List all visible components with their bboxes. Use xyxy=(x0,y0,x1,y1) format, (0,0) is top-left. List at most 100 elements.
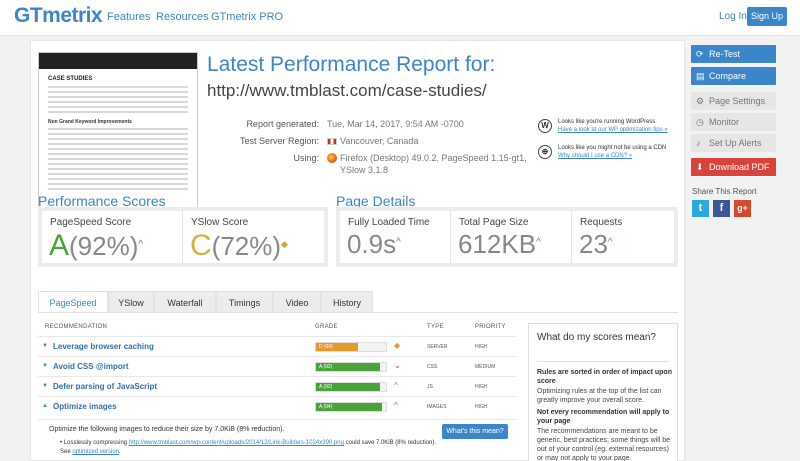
trend-up-icon: ^ xyxy=(607,237,613,248)
setup-alerts-button[interactable]: ♪ Set Up Alerts xyxy=(691,134,776,152)
monitor-button[interactable]: ◷ Monitor xyxy=(691,113,776,131)
firefox-icon xyxy=(327,153,337,163)
rule-name[interactable]: Avoid CSS @import xyxy=(53,362,129,371)
col-type: TYPE xyxy=(427,324,444,330)
rule-priority: HIGH xyxy=(475,384,488,390)
pagespeed-score-value: A(92%)^ xyxy=(49,229,144,262)
scores-explanation-card: What do my scores mean? Rules are sorted… xyxy=(528,323,678,461)
requests-cell: Requests 23^ xyxy=(572,211,674,263)
table-row[interactable]: ▼ Avoid CSS @import A (92) ⌄ CSS MEDIUM xyxy=(38,356,516,376)
collapse-caret-icon[interactable]: ▲ xyxy=(42,403,48,409)
tab-timings[interactable]: Timings xyxy=(216,291,273,313)
trend-neutral-icon: ◆ xyxy=(394,341,401,350)
nav-resources[interactable]: Resources xyxy=(156,11,209,23)
detail-see: See optimized version. xyxy=(60,449,121,455)
yslow-score-label: YSlow Score xyxy=(191,217,249,228)
page-screenshot-thumbnail: CASE STUDIES Non Grand Keyword Improveme… xyxy=(38,52,198,217)
trend-down-icon: ⌄ xyxy=(394,361,401,370)
gear-icon: ⚙ xyxy=(696,96,705,106)
using-value-2: YSlow 3.1.8 xyxy=(340,165,389,175)
tabs-divider xyxy=(38,312,678,313)
canada-flag-icon xyxy=(327,138,337,145)
rule-priority: MEDIUM xyxy=(475,364,496,370)
expand-caret-icon[interactable]: ▼ xyxy=(42,363,48,369)
trend-up-icon: ^ xyxy=(394,401,398,410)
page-size-label: Total Page Size xyxy=(459,217,529,228)
table-row[interactable]: ▼ Leverage browser caching D (60) ◆ SERV… xyxy=(38,336,516,356)
grade-bar: A (92) xyxy=(315,382,387,392)
share-title: Share This Report xyxy=(692,187,757,196)
yslow-score-value: C(72%)◆ xyxy=(190,229,288,262)
trend-up-icon: ^ xyxy=(536,237,541,248)
page-size-cell: Total Page Size 612KB^ xyxy=(451,211,572,263)
requests-label: Requests xyxy=(580,217,623,228)
grade-bar: A (92) xyxy=(315,362,387,372)
detail-text: Optimize the following images to reduce … xyxy=(49,426,285,433)
using-value: Firefox (Desktop) 49.0.2, PageSpeed 1.15… xyxy=(327,153,527,163)
tab-yslow[interactable]: YSlow xyxy=(108,291,154,313)
retest-button[interactable]: ⟳ Re-Test xyxy=(691,45,776,63)
grade-fill: D (60) xyxy=(316,343,358,351)
yslow-score-cell: YSlow Score C(72%)◆ xyxy=(183,211,324,263)
compare-icon: ▤ xyxy=(696,71,705,81)
using-label: Using: xyxy=(293,153,319,163)
explanation-text-2: The recommendations are meant to be gene… xyxy=(537,428,671,461)
page-settings-button[interactable]: ⚙ Page Settings xyxy=(691,92,776,110)
cdn-link[interactable]: Why should I use a CDN? » xyxy=(558,153,633,159)
expand-caret-icon[interactable]: ▼ xyxy=(42,383,48,389)
performance-scores-box: PageSpeed Score A(92%)^ YSlow Score C(72… xyxy=(38,207,328,267)
compare-button[interactable]: ▤ Compare xyxy=(691,67,776,85)
nav-gtmetrix-pro[interactable]: GTmetrix PRO xyxy=(211,11,284,23)
login-link[interactable]: Log In xyxy=(719,11,747,22)
page-size-value: 612KB^ xyxy=(458,229,541,259)
trend-up-icon: ^ xyxy=(394,381,398,390)
download-pdf-button[interactable]: ⬇ Download PDF xyxy=(691,158,776,176)
whats-this-mean-button[interactable]: What's this mean? xyxy=(442,424,508,439)
grade-bar: D (60) xyxy=(315,342,387,352)
optimized-version-link[interactable]: optimized version xyxy=(72,449,120,455)
twitter-icon[interactable]: t xyxy=(692,200,709,217)
wordpress-tips-link[interactable]: Have a look at our WP optimization tips … xyxy=(558,127,668,133)
page-details-title: Page Details xyxy=(336,193,416,209)
nav-features[interactable]: Features xyxy=(107,11,151,23)
google-plus-icon[interactable]: g+ xyxy=(734,200,751,217)
fully-loaded-label: Fully Loaded Time xyxy=(348,217,430,228)
grade-bar: A (94) xyxy=(315,402,387,412)
tab-video[interactable]: Video xyxy=(273,291,321,313)
grade-fill: A (92) xyxy=(316,363,381,371)
grade-fill: A (92) xyxy=(316,383,381,391)
explanation-heading-1: Rules are sorted in order of impact upon… xyxy=(537,369,672,385)
rule-name[interactable]: Leverage browser caching xyxy=(53,342,154,351)
thumbnail-header xyxy=(39,53,197,69)
rule-detail: Optimize the following images to reduce … xyxy=(38,419,516,461)
col-recommendation: RECOMMENDATION xyxy=(45,324,108,330)
rule-priority: HIGH xyxy=(475,404,488,410)
rule-priority: HIGH xyxy=(475,344,488,350)
trend-neutral-icon: ◆ xyxy=(281,239,288,249)
gtmetrix-logo[interactable]: GTmetrix xyxy=(14,4,103,27)
detail-bullet: • Losslessly compressing http://www.tmbl… xyxy=(60,440,436,446)
cdn-icon: ⊕ xyxy=(538,145,552,159)
expand-caret-icon[interactable]: ▼ xyxy=(42,343,48,349)
rule-name[interactable]: Defer parsing of JavaScript xyxy=(53,382,158,391)
performance-scores-title: Performance Scores xyxy=(38,193,166,209)
tab-pagespeed[interactable]: PageSpeed xyxy=(38,291,108,313)
tab-waterfall[interactable]: Waterfall xyxy=(154,291,216,313)
region-value: Vancouver, Canada xyxy=(327,136,418,146)
pagespeed-score-label: PageSpeed Score xyxy=(50,217,132,228)
signup-button[interactable]: Sign Up xyxy=(747,7,787,26)
rule-type: IMAGES xyxy=(427,404,447,410)
pdf-icon: ⬇ xyxy=(696,162,704,172)
tab-history[interactable]: History xyxy=(321,291,373,313)
page-details-box: Fully Loaded Time 0.9s^ Total Page Size … xyxy=(336,207,678,267)
report-panel: CASE STUDIES Non Grand Keyword Improveme… xyxy=(30,40,685,461)
table-row[interactable]: ▲ Optimize images A (94) ^ IMAGES HIGH xyxy=(38,396,516,416)
rule-name[interactable]: Optimize images xyxy=(53,402,117,411)
explanation-text-1: Optimizing rules at the top of the list … xyxy=(537,388,662,404)
region-label: Test Server Region: xyxy=(239,136,319,146)
table-row[interactable]: ▼ Defer parsing of JavaScript A (92) ^ J… xyxy=(38,376,516,396)
refresh-icon: ⟳ xyxy=(696,49,704,59)
image-url-link[interactable]: http://www.tmblast.com/wp-content/upload… xyxy=(128,440,344,446)
rule-type: SERVER xyxy=(427,344,448,350)
facebook-icon[interactable]: f xyxy=(713,200,730,217)
